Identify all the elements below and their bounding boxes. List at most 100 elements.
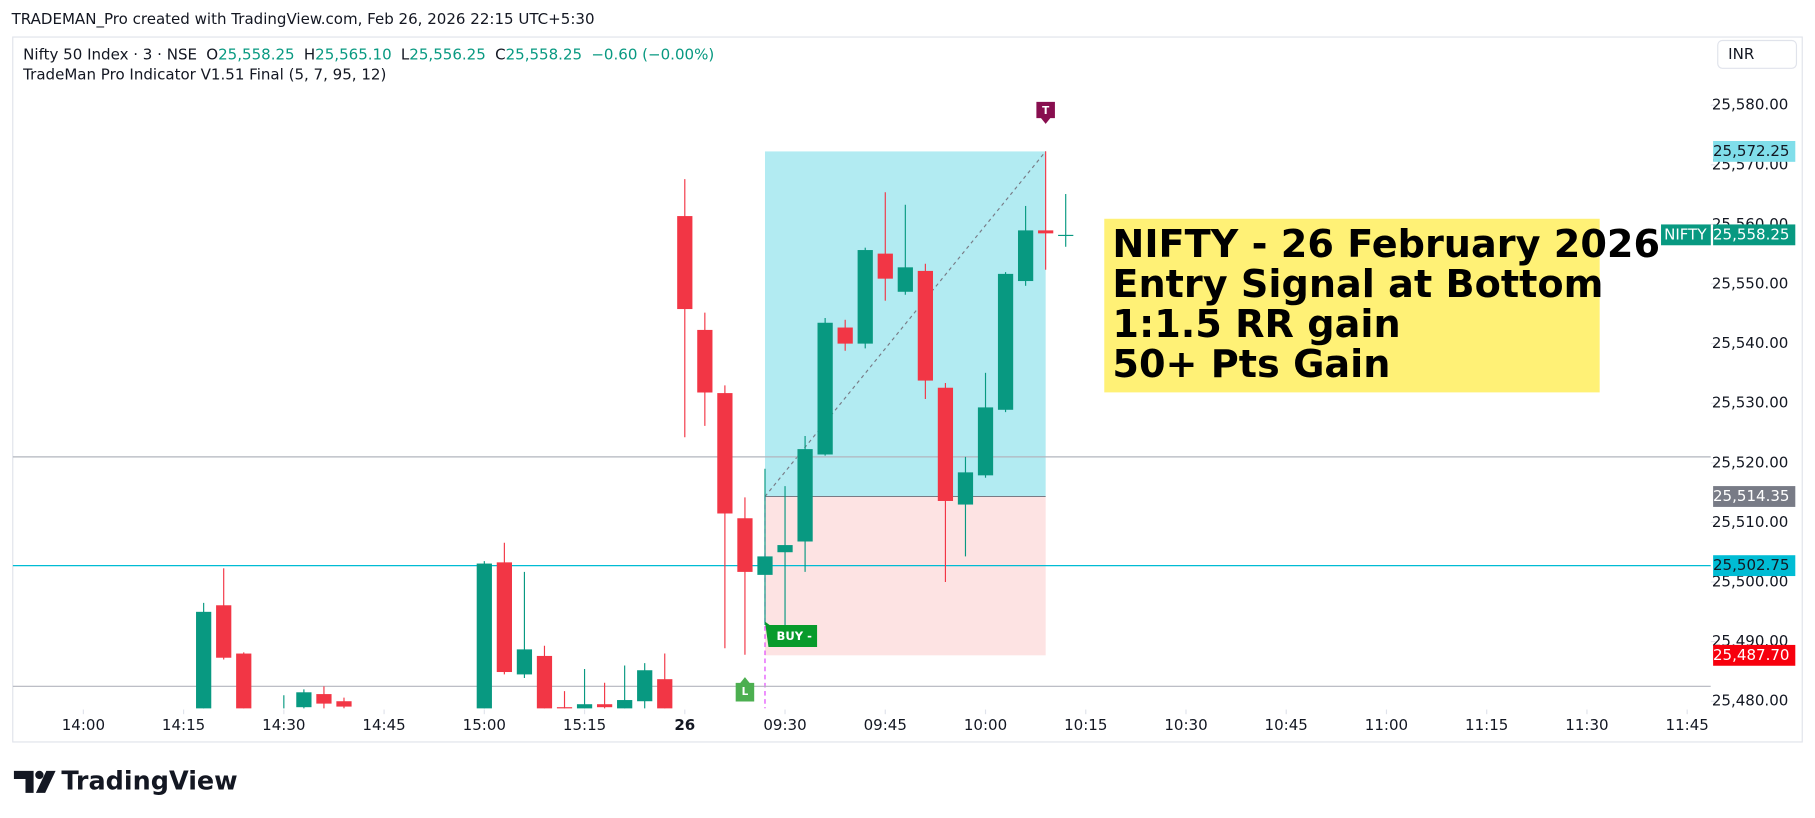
y-tick-label: 25,540.00 (1712, 334, 1789, 352)
candle-body (777, 545, 793, 553)
y-tick-label: 25,530.00 (1712, 394, 1789, 412)
marker-text: T (1042, 105, 1050, 117)
indicator: TradeMan Pro Indicator V1.51 Final (5, 7… (22, 66, 386, 84)
candle-body (196, 611, 212, 709)
marker-shape (764, 621, 818, 648)
x-tick-label: 10:30 (1164, 716, 1207, 734)
candle-body (897, 267, 913, 292)
trade-path (764, 151, 1047, 497)
brand-logo (13, 770, 56, 793)
candle-body (316, 694, 332, 704)
candle-body (556, 707, 573, 709)
candle-body (596, 704, 613, 708)
candle-body (496, 562, 512, 673)
candle-body (516, 649, 533, 675)
ohlc-value: 25,558.25 (506, 45, 583, 63)
chart-frame (12, 36, 1803, 743)
y-tick-label: 25,510.00 (1712, 513, 1789, 531)
x-tick-label: 11:15 (1465, 716, 1508, 734)
candle-body (877, 253, 893, 279)
candle-body (997, 273, 1014, 410)
x-tick-label: 10:15 (1064, 716, 1107, 734)
candle-body (536, 655, 553, 709)
x-tick-label: 09:45 (864, 716, 907, 734)
candle-body (1058, 234, 1074, 237)
candle-body (296, 692, 312, 708)
price-label: 25,558.25 (1713, 225, 1790, 243)
ohlc-value: 25,556.25 (409, 45, 486, 63)
marker-text: L (742, 686, 749, 698)
annotation-box (1104, 218, 1600, 393)
symbol-line: Nifty 50 Index · 3 · NSE O25,558.25 H25,56… (23, 45, 714, 63)
symbol: Nifty 50 Index · 3 · NSE (23, 45, 197, 63)
price-label: 25,502.75 (1713, 556, 1790, 574)
credit: TRADEMAN_Pro created with TradingView.co… (11, 10, 595, 29)
candle-body (977, 407, 994, 476)
y-tick-label: 25,580.00 (1712, 96, 1789, 114)
ohlc-key: H (304, 45, 315, 63)
y-tick-label: 25,500.00 (1712, 573, 1789, 591)
candle-body (657, 679, 673, 709)
x-tick-label: 26 (674, 716, 695, 734)
candle-body (797, 449, 813, 542)
candle-body (817, 322, 833, 455)
candle-body (236, 653, 252, 709)
annotation-line: NIFTY - 26 February 2026 (1112, 223, 1660, 267)
annotation-line: Entry Signal at Bottom (1112, 263, 1603, 307)
x-tick-label: 09:30 (763, 716, 806, 734)
price-label-box (1713, 555, 1796, 577)
x-tick-label: 14:15 (162, 716, 205, 734)
candle-body (917, 270, 933, 381)
candle-body (697, 329, 713, 393)
ohlc-key: O (206, 45, 218, 63)
x-tick-label: 10:45 (1265, 716, 1308, 734)
x-tick-label: 14:00 (62, 716, 105, 734)
currency: INR (1728, 45, 1755, 63)
x-tick-label: 15:00 (463, 716, 506, 734)
annotation-line: 1:1.5 RR gain (1112, 303, 1400, 347)
marker-shape (1036, 101, 1055, 124)
marker-text: BUY - (777, 629, 813, 643)
price-label: 25,487.70 (1713, 646, 1790, 664)
ohlc-key: L (401, 45, 410, 63)
y-tick-label: 25,480.00 (1712, 692, 1789, 710)
annotation-line: 50+ Pts Gain (1112, 343, 1390, 387)
last-price-tag: NIFTY (1664, 225, 1707, 243)
x-tick-label: 11:45 (1666, 716, 1709, 734)
price-label-box (1713, 224, 1796, 246)
ohlc-key: C (495, 45, 505, 63)
price-label: 25,514.35 (1713, 487, 1790, 505)
candle-body (336, 701, 352, 707)
x-tick-label: 10:00 (964, 716, 1007, 734)
brand: TradingView (61, 766, 237, 796)
x-tick-label: 11:00 (1365, 716, 1408, 734)
candle-body (216, 605, 232, 658)
ohlc-value: 25,558.25 (218, 45, 295, 63)
candle-body (476, 563, 492, 709)
candle-body (737, 518, 753, 572)
y-tick-label: 25,550.00 (1712, 275, 1789, 293)
candle-body (576, 704, 593, 709)
candle-body (617, 700, 633, 709)
ohlc-value: 25,565.10 (315, 45, 392, 63)
price-label: 25,572.25 (1713, 142, 1790, 160)
candle-body (637, 670, 653, 702)
candle-body (857, 250, 873, 344)
price-label-box (1713, 486, 1796, 507)
x-tick-label: 11:30 (1565, 716, 1608, 734)
x-tick-label: 14:45 (362, 716, 405, 734)
candle-body (1038, 230, 1054, 234)
x-tick-label: 14:30 (262, 716, 305, 734)
currency-box (1717, 39, 1798, 69)
candle-body (757, 556, 773, 575)
candle-body (957, 472, 974, 505)
candle-body (1017, 230, 1034, 282)
plot-area (12, 151, 1711, 709)
x-tick-label: 15:15 (563, 716, 606, 734)
price-label-box (1713, 644, 1796, 666)
y-tick-label: 25,520.00 (1712, 453, 1789, 471)
candle-body (677, 216, 693, 310)
change: −0.60 (−0.00%) (591, 45, 714, 63)
